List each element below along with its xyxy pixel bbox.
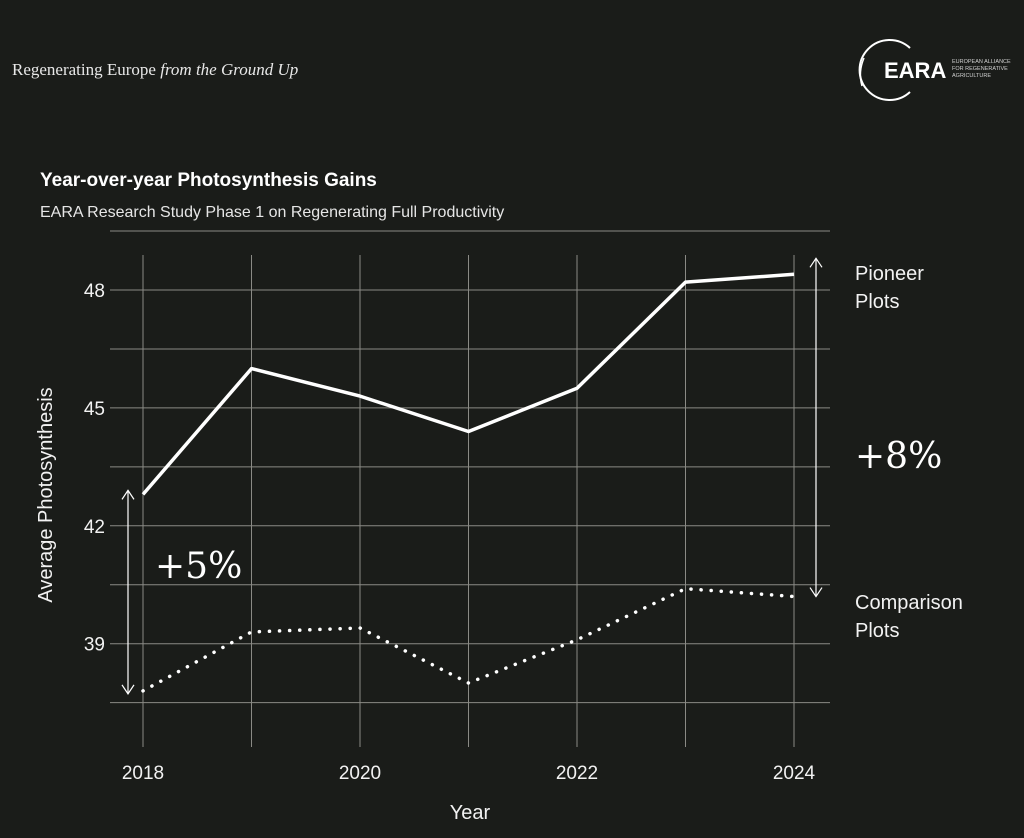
y-axis-label: Average Photosynthesis — [35, 387, 57, 602]
annotation-arrow-head-down — [121, 684, 135, 695]
x-tick-label: 2024 — [773, 763, 816, 784]
annotation-arrow-head-up — [809, 257, 823, 268]
logo-subtext-3: AGRICULTURE — [952, 73, 991, 79]
tagline-italic: from the Ground Up — [160, 60, 299, 79]
logo-text: EARA — [884, 58, 946, 83]
eara-logo: EARA EUROPEAN ALLIANCE FOR REGENERATIVE … — [858, 39, 1011, 101]
tagline: Regenerating Europe from the Ground Up — [12, 60, 298, 80]
series-label-comparison: Comparison Plots — [855, 592, 963, 642]
annotation-arrow-head-down — [809, 587, 823, 598]
y-tick-label: 45 — [84, 399, 105, 420]
logo-ring — [858, 39, 911, 101]
annotation-label: +5% — [155, 546, 242, 587]
y-tick-label: 42 — [84, 517, 105, 538]
series-label-pioneer: Pioneer Plots — [855, 263, 924, 313]
tagline-regular: Regenerating Europe — [12, 60, 156, 79]
x-tick-label: 2018 — [122, 763, 164, 784]
y-tick-label: 39 — [84, 635, 105, 656]
logo-wheat-icon — [859, 57, 865, 87]
annotation-arrow-head-up — [121, 489, 135, 500]
annotation-label: +8% — [855, 436, 942, 477]
chart-title: Year-over-year Photosynthesis Gains — [40, 170, 377, 191]
x-axis-label: Year — [450, 802, 491, 824]
x-tick-label: 2022 — [556, 763, 598, 784]
chart-subtitle: EARA Research Study Phase 1 on Regenerat… — [40, 204, 505, 221]
logo-subtext-1: EUROPEAN ALLIANCE — [952, 59, 1011, 65]
x-tick-label: 2020 — [339, 763, 381, 784]
y-tick-label: 48 — [84, 281, 105, 302]
logo-subtext-2: FOR REGENERATIVE — [952, 66, 1008, 72]
